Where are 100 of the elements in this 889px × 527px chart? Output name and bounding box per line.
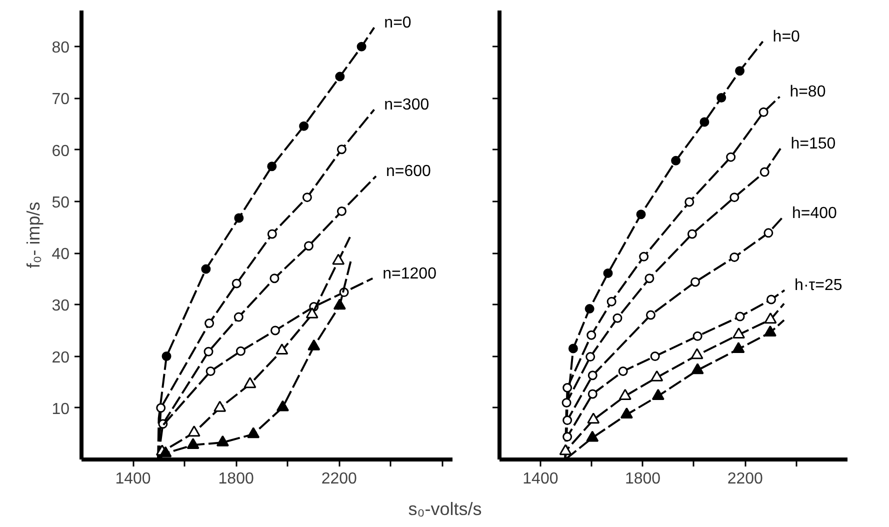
- point: [270, 326, 280, 336]
- point: [732, 342, 745, 353]
- point: [336, 206, 346, 216]
- series-label: n=300: [384, 96, 430, 114]
- point: [732, 328, 745, 339]
- point: [204, 346, 214, 356]
- point: [308, 339, 320, 350]
- point: [692, 331, 702, 341]
- series-label: n=1200: [382, 265, 437, 282]
- point: [684, 197, 694, 207]
- point: [356, 42, 366, 52]
- x-tick-label: 2200: [727, 470, 764, 488]
- point: [764, 228, 774, 238]
- point: [302, 192, 312, 202]
- point: [306, 307, 318, 318]
- point: [730, 252, 740, 262]
- point: [216, 435, 229, 446]
- point: [652, 388, 664, 400]
- y-tick-label: 20: [52, 349, 70, 366]
- point: [588, 389, 598, 399]
- point: [562, 416, 572, 426]
- point: [588, 370, 598, 380]
- point: [650, 370, 664, 382]
- point: [267, 162, 277, 172]
- point: [758, 107, 768, 117]
- y-tick-label: 10: [52, 400, 70, 418]
- point: [735, 66, 745, 76]
- point: [214, 400, 226, 412]
- series-label: n=600: [386, 163, 432, 180]
- point: [691, 363, 704, 374]
- y-tick-label: 70: [52, 91, 70, 108]
- y-tick-label: 50: [52, 194, 70, 212]
- y-tick-label: 80: [52, 40, 70, 57]
- point: [562, 398, 572, 408]
- point: [336, 144, 346, 154]
- point: [764, 325, 776, 336]
- point: [559, 444, 572, 456]
- y-tick-label: 60: [52, 142, 70, 160]
- point: [562, 432, 572, 442]
- point: [618, 388, 632, 400]
- point: [236, 346, 246, 356]
- point: [244, 377, 256, 388]
- point: [335, 72, 345, 82]
- point: [276, 344, 288, 355]
- point: [618, 366, 628, 376]
- series-label: h=150: [790, 135, 836, 152]
- point: [735, 312, 745, 322]
- point: [201, 264, 211, 274]
- x-tick-label: 1400: [115, 470, 151, 488]
- point: [620, 408, 633, 419]
- point: [700, 117, 710, 127]
- point: [639, 252, 649, 262]
- point: [671, 156, 681, 166]
- series-label: h·τ=25: [794, 277, 842, 294]
- point: [206, 366, 216, 376]
- point: [333, 298, 346, 310]
- point: [267, 229, 277, 239]
- point: [299, 121, 309, 131]
- point: [234, 312, 244, 322]
- point: [586, 430, 599, 442]
- point: [716, 92, 726, 102]
- point: [730, 192, 740, 202]
- point: [186, 438, 200, 449]
- point: [586, 330, 596, 340]
- point: [188, 426, 200, 437]
- x-tick-label: 1800: [624, 470, 661, 488]
- point: [584, 304, 594, 314]
- series-label: h=0: [772, 28, 800, 46]
- point: [270, 274, 280, 284]
- point: [568, 344, 578, 354]
- point: [650, 352, 660, 362]
- point: [612, 313, 622, 323]
- point: [766, 294, 776, 304]
- point: [687, 229, 697, 239]
- point: [234, 213, 244, 223]
- y-tick-label: 40: [52, 246, 70, 264]
- point: [690, 348, 704, 360]
- point: [332, 254, 345, 265]
- point: [636, 210, 646, 220]
- point: [562, 383, 572, 393]
- series-label: n=0: [384, 14, 412, 32]
- x-tick-label: 1400: [522, 470, 558, 488]
- point: [159, 446, 172, 458]
- series-label: h=400: [792, 204, 838, 222]
- point: [232, 278, 242, 288]
- point: [690, 277, 700, 287]
- point: [644, 274, 654, 284]
- point: [586, 352, 596, 362]
- series-label: h=80: [790, 84, 826, 101]
- point: [156, 403, 166, 413]
- x-axis-title: s₀-volts/s: [408, 499, 482, 519]
- point: [304, 241, 314, 251]
- point: [587, 412, 600, 424]
- point: [646, 310, 656, 320]
- x-tick-label: 2200: [321, 470, 358, 488]
- point: [603, 268, 613, 278]
- y-tick-label: 30: [52, 298, 70, 315]
- point: [726, 152, 736, 162]
- y-axis-title: f₀- imp/s: [24, 202, 44, 268]
- point: [760, 167, 770, 177]
